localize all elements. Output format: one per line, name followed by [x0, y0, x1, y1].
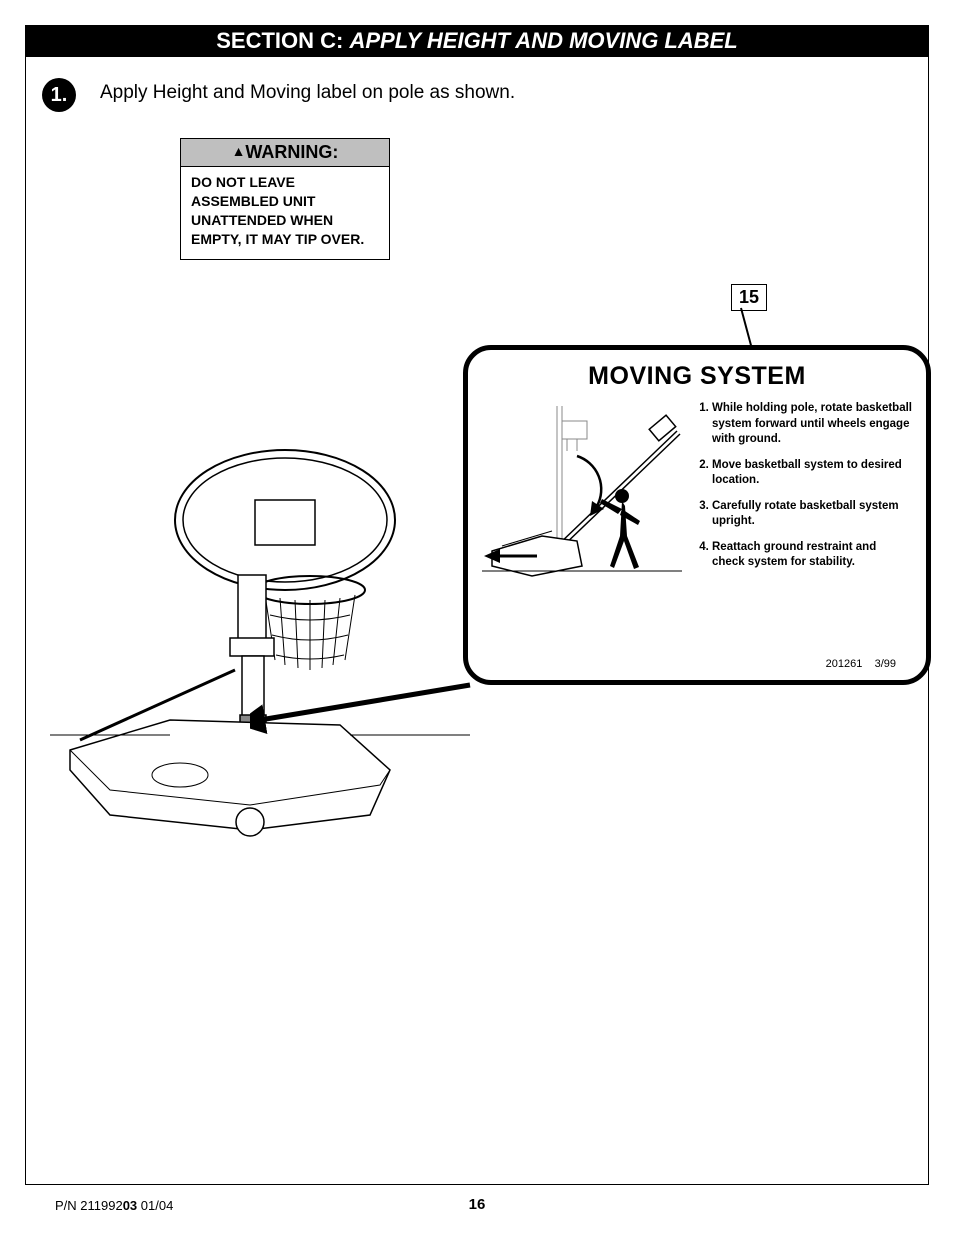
moving-system-steps: While holding pole, rotate basketball sy… — [694, 401, 912, 601]
moving-step-2: Move basketball system to desired locati… — [712, 458, 912, 489]
step-number: 1. — [51, 84, 68, 106]
moving-system-title: MOVING SYSTEM — [468, 362, 926, 391]
section-header: SECTION C: APPLY HEIGHT AND MOVING LABEL — [25, 25, 929, 57]
warning-header-text: WARNING: — [245, 142, 338, 162]
warning-body: DO NOT LEAVE ASSEMBLED UNIT UNATTENDED W… — [181, 167, 389, 259]
moving-step-3: Carefully rotate basketball system uprig… — [712, 499, 912, 530]
moving-system-panel: MOVING SYSTEM — [463, 345, 931, 685]
moving-footer-date: 3/99 — [875, 658, 896, 670]
callout-number-box: 15 — [731, 284, 767, 311]
footer-page-number: 16 — [0, 1196, 954, 1213]
moving-step-4: Reattach ground restraint and check syst… — [712, 540, 912, 571]
moving-footer-code: 201261 — [826, 658, 863, 670]
step-number-badge: 1. — [42, 78, 76, 112]
step-instruction: Apply Height and Moving label on pole as… — [100, 82, 515, 104]
warning-header: ▲WARNING: — [181, 139, 389, 167]
moving-step-1: While holding pole, rotate basketball sy… — [712, 401, 912, 448]
moving-system-footer: 201261 3/99 — [826, 658, 896, 670]
warning-triangle-icon: ▲ — [232, 143, 246, 159]
warning-box: ▲WARNING: DO NOT LEAVE ASSEMBLED UNIT UN… — [180, 138, 390, 260]
connector-arrow — [250, 680, 480, 740]
section-prefix: SECTION C: — [216, 28, 349, 53]
section-title: APPLY HEIGHT AND MOVING LABEL — [349, 28, 737, 53]
moving-system-content: While holding pole, rotate basketball sy… — [468, 391, 926, 601]
basketball-hoop-diagram — [50, 420, 470, 850]
callout-number: 15 — [739, 287, 759, 307]
moving-system-diagram — [482, 401, 682, 601]
